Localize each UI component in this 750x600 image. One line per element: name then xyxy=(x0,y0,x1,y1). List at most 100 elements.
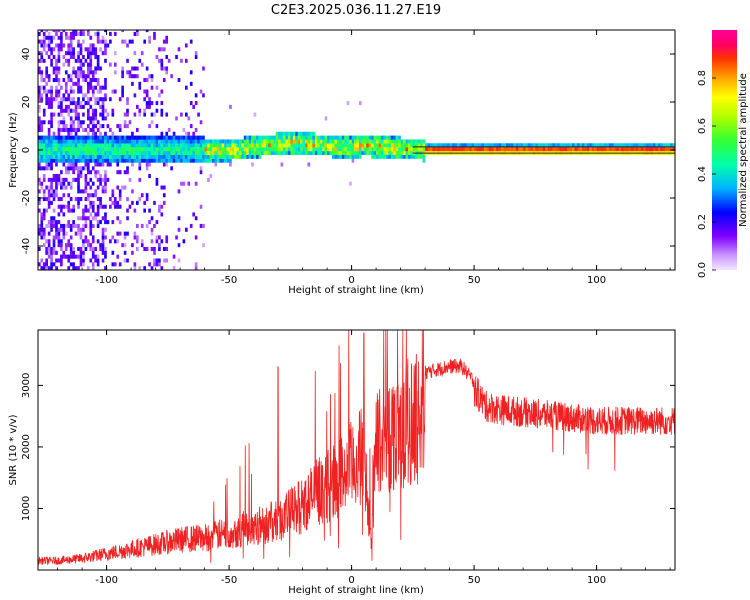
spectrogram-cell xyxy=(64,147,68,152)
spectrogram-cell xyxy=(69,154,73,159)
spectrogram-cell xyxy=(101,143,105,148)
spectrogram-cell xyxy=(38,189,41,194)
spectrogram-cell xyxy=(94,139,97,144)
spectrogram-cell xyxy=(101,243,105,248)
spectrogram-cell xyxy=(236,154,240,159)
spectrogram-cell xyxy=(165,162,169,167)
spectrogram-cell xyxy=(148,150,151,155)
spectrogram-cell xyxy=(358,143,362,148)
spectrogram-cell xyxy=(118,135,122,140)
spectrogram-cell xyxy=(260,135,264,140)
spectrogram-cell xyxy=(182,150,186,155)
spectrogram-cell xyxy=(172,158,176,163)
spectrogram-cell xyxy=(113,262,117,267)
spectrogram-cell xyxy=(96,30,100,33)
spectrogram-cell xyxy=(111,150,115,155)
spectrogram-cell xyxy=(52,216,56,221)
spectrogram-cell xyxy=(180,181,183,186)
spectrogram-cell xyxy=(74,143,78,148)
spectrogram-cell xyxy=(101,258,105,263)
spectrogram-cell xyxy=(72,250,75,255)
spectrogram-cell xyxy=(116,239,120,244)
spectrogram-cell xyxy=(60,139,63,144)
spectrogram-cell xyxy=(665,147,668,152)
spectrogram-cell xyxy=(268,150,271,155)
spectrogram-cell xyxy=(322,147,325,152)
spectrogram-cell xyxy=(185,150,188,155)
spectrogram-cell xyxy=(175,143,178,148)
spectrogram-cell xyxy=(192,154,195,159)
spectrogram-cell xyxy=(243,150,247,155)
spectrogram-cell xyxy=(182,158,186,163)
spectrogram-cell xyxy=(265,135,269,140)
spectrogram-cell xyxy=(532,147,536,152)
spectrogram-cell xyxy=(60,239,63,244)
spectrogram-cell xyxy=(400,150,404,155)
spectrogram-cell xyxy=(60,227,63,232)
spectrogram-cell xyxy=(216,139,220,144)
spectrogram-cell xyxy=(194,266,198,270)
spectrogram-cell xyxy=(332,139,335,144)
spectrogram-cell xyxy=(358,101,362,106)
spectrogram-cell xyxy=(231,139,235,144)
spectrogram-cell xyxy=(400,143,404,148)
spectrogram-cell xyxy=(42,147,46,152)
figure-title: C2E3.2025.036.11.27.E19 xyxy=(271,3,441,18)
spectrogram-cell xyxy=(354,150,357,155)
spectrogram-cell xyxy=(307,135,311,140)
spectrogram-cell xyxy=(608,147,612,152)
spectrogram-cell xyxy=(84,154,88,159)
spectrogram-cell xyxy=(170,158,173,163)
spectrogram-cell xyxy=(616,143,619,148)
spectrogram-cell xyxy=(69,51,73,56)
spectrogram-cell xyxy=(231,143,235,148)
spectrogram-cell xyxy=(126,101,129,106)
spectrogram-cell xyxy=(273,150,276,155)
spectrogram-cell xyxy=(302,147,306,152)
spectrogram-cell xyxy=(101,185,105,190)
colorbar: 0.00.20.40.60.8 Normalized spectral ampl… xyxy=(697,30,749,278)
spectrogram-cell xyxy=(89,231,93,236)
spectrogram-cell xyxy=(113,70,117,75)
spectrogram-cell xyxy=(662,143,666,148)
spectrogram-cell xyxy=(77,54,80,59)
spectrogram-cell xyxy=(302,131,306,136)
spectrogram-cell xyxy=(162,47,166,52)
spectrogram-cell xyxy=(57,227,61,232)
spectrogram-cell xyxy=(136,150,139,155)
spectrogram-cell xyxy=(47,143,51,148)
spectrogram-cell xyxy=(368,143,372,148)
spectrogram-cell xyxy=(238,143,242,148)
spectrogram-cell xyxy=(89,154,93,159)
spectrogram-cell xyxy=(47,266,51,270)
spectrogram-cell xyxy=(104,81,107,86)
spectrogram-cell xyxy=(104,116,107,121)
spectrogram-cell xyxy=(371,143,374,148)
spectrogram-cell xyxy=(185,158,188,163)
spectrogram-cell xyxy=(469,143,472,148)
spectrogram-cell xyxy=(133,262,137,267)
spectrogram-cell xyxy=(89,97,93,102)
spectrogram-cell xyxy=(334,135,338,140)
spectrogram-cell xyxy=(187,181,191,186)
spectrogram-cell xyxy=(155,54,159,59)
spectrogram-cell xyxy=(55,85,58,90)
spectrogram-cell xyxy=(630,143,634,148)
spectrogram-cell xyxy=(292,139,296,144)
spectrogram-cell xyxy=(256,135,259,140)
spectrogram-cell xyxy=(285,135,289,140)
spectrogram-cell xyxy=(547,143,551,148)
spectrogram-cell xyxy=(552,143,556,148)
spectrogram-cell xyxy=(192,104,195,109)
spectrogram-cell xyxy=(579,143,583,148)
spectrogram-cell xyxy=(361,139,365,144)
spectrogram-cell xyxy=(422,143,426,148)
spectrogram-cell xyxy=(87,216,90,221)
spectrogram-cell xyxy=(133,150,137,155)
spectrogram-cell xyxy=(177,227,181,232)
spectrogram-cell xyxy=(346,150,350,155)
spectrogram-cell xyxy=(87,135,90,140)
spectrogram-cell xyxy=(40,231,44,236)
spectrogram-cell xyxy=(160,62,164,67)
spectrogram-cell xyxy=(52,262,56,267)
